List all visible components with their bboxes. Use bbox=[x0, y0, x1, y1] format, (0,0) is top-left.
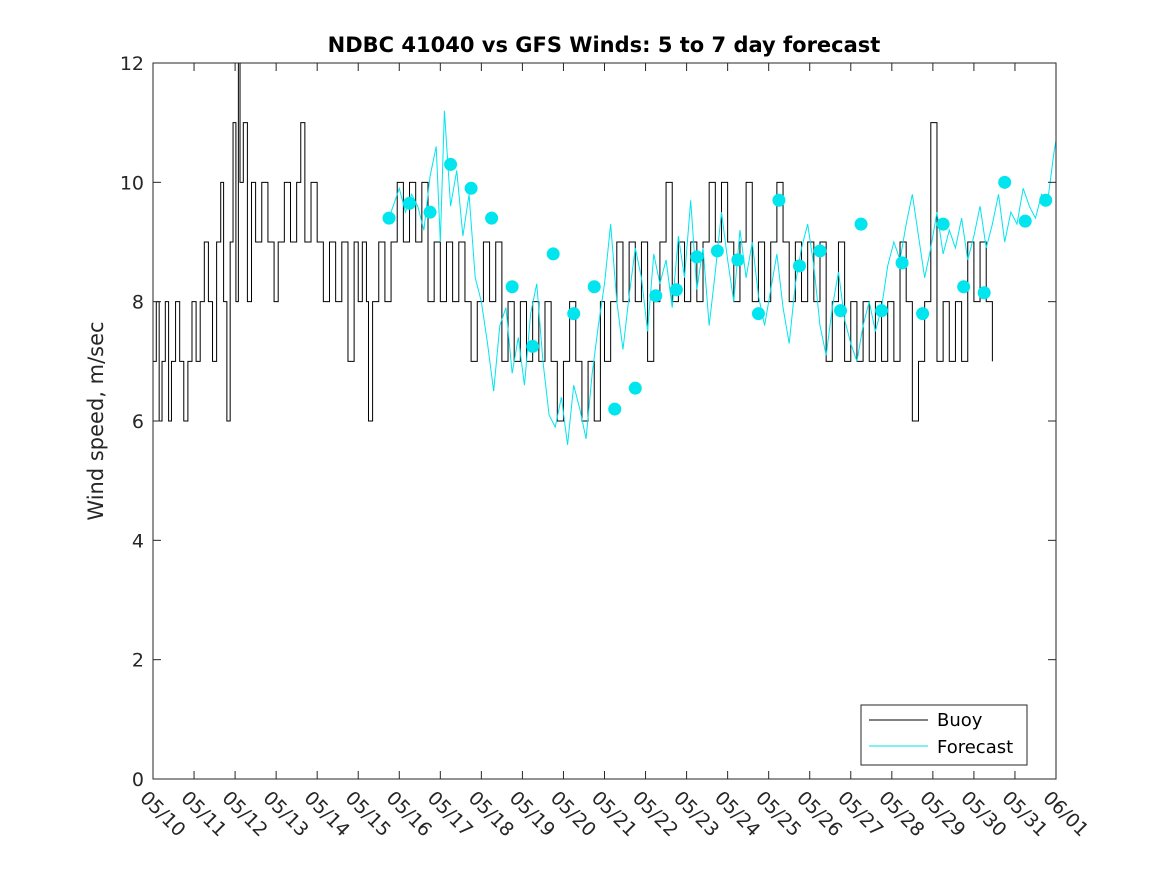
legend-label-forecast: Forecast bbox=[937, 737, 1013, 758]
forecast-marker-15 bbox=[690, 250, 704, 264]
forecast-marker-21 bbox=[813, 244, 827, 258]
forecast-marker-18 bbox=[751, 307, 765, 321]
legend-label-buoy: Buoy bbox=[937, 710, 983, 731]
forecast-marker-22 bbox=[834, 304, 848, 318]
forecast-marker-28 bbox=[957, 280, 971, 294]
y-tick-label-4: 8 bbox=[132, 292, 144, 314]
y-tick-label-6: 12 bbox=[120, 53, 144, 75]
forecast-marker-9 bbox=[567, 307, 581, 321]
forecast-marker-1 bbox=[403, 196, 417, 210]
forecast-marker-6 bbox=[505, 280, 519, 294]
chart-title: NDBC 41040 vs GFS Winds: 5 to 7 day fore… bbox=[328, 33, 881, 57]
forecast-marker-8 bbox=[546, 247, 560, 261]
forecast-marker-31 bbox=[1018, 214, 1032, 228]
forecast-marker-29 bbox=[977, 286, 991, 300]
y-tick-label-0: 0 bbox=[132, 769, 144, 791]
forecast-marker-17 bbox=[731, 253, 745, 267]
forecast-marker-2 bbox=[423, 205, 437, 219]
forecast-marker-10 bbox=[587, 280, 601, 294]
y-tick-label-1: 2 bbox=[132, 650, 144, 672]
forecast-marker-3 bbox=[444, 157, 458, 171]
forecast-marker-11 bbox=[608, 402, 622, 416]
forecast-marker-4 bbox=[464, 181, 478, 195]
forecast-marker-23 bbox=[854, 217, 868, 231]
forecast-marker-24 bbox=[875, 304, 889, 318]
forecast-marker-12 bbox=[628, 381, 642, 395]
forecast-marker-0 bbox=[382, 211, 396, 225]
forecast-marker-7 bbox=[526, 339, 540, 353]
y-axis-label: Wind speed, m/sec bbox=[84, 321, 108, 520]
series-line-1 bbox=[386, 110, 1057, 445]
forecast-marker-27 bbox=[936, 217, 950, 231]
forecast-marker-26 bbox=[916, 307, 930, 321]
forecast-marker-16 bbox=[710, 244, 724, 258]
forecast-marker-19 bbox=[772, 193, 786, 207]
legend-box bbox=[860, 704, 1028, 766]
forecast-marker-14 bbox=[669, 283, 683, 297]
forecast-marker-20 bbox=[792, 259, 806, 273]
series-layer bbox=[153, 62, 1057, 445]
forecast-marker-32 bbox=[1039, 193, 1053, 207]
y-tick-label-3: 6 bbox=[132, 411, 144, 433]
y-tick-label-5: 10 bbox=[120, 172, 144, 194]
forecast-marker-13 bbox=[649, 289, 663, 303]
forecast-marker-25 bbox=[895, 256, 909, 270]
forecast-marker-5 bbox=[485, 211, 499, 225]
plot-area bbox=[153, 63, 1056, 779]
legend: Buoy Forecast bbox=[860, 704, 1028, 766]
forecast-marker-30 bbox=[998, 175, 1012, 189]
y-tick-label-2: 4 bbox=[132, 530, 144, 552]
